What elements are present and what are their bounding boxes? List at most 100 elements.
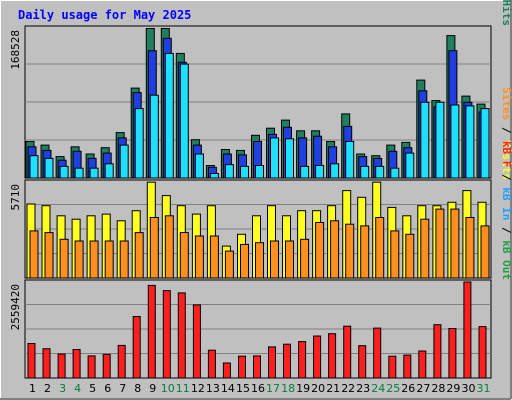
bar-sites-day-20 <box>315 222 325 279</box>
bar-kb-f-day-21 <box>328 333 337 379</box>
panel-legend: kB F / kB In / kB Out <box>500 141 512 280</box>
day-label-18: 18 <box>281 382 295 395</box>
bar-pages-day-2 <box>44 157 54 179</box>
bar-pages-day-31 <box>480 108 490 179</box>
bar-pages-day-12 <box>194 153 204 179</box>
panel-kbytes: 2559420 kB F / kB In / kB Out <box>9 141 512 379</box>
bar-sites-day-16 <box>255 242 264 279</box>
day-label-17: 17 <box>266 382 280 395</box>
day-label-3: 3 <box>59 382 66 395</box>
bar-kb-f-day-27 <box>418 350 427 379</box>
day-label-16: 16 <box>251 382 265 395</box>
day-label-5: 5 <box>89 382 96 395</box>
bar-kb-f-day-15 <box>238 355 246 379</box>
bar-pages-day-9 <box>149 94 159 179</box>
bar-pages-day-21 <box>330 163 340 179</box>
panel-legend: Sites / Visits <box>500 87 512 180</box>
bar-kb-f-day-1 <box>27 343 36 379</box>
bar-pages-day-3 <box>59 165 69 179</box>
bar-sites-day-14 <box>224 250 234 279</box>
y-max-label: 2559420 <box>9 284 22 330</box>
bar-sites-day-9 <box>149 217 159 279</box>
bar-pages-day-4 <box>74 167 84 179</box>
bar-kb-f-day-18 <box>283 343 291 379</box>
bar-sites-day-21 <box>330 220 340 279</box>
bar-kb-f-day-9 <box>147 284 156 379</box>
day-label-14: 14 <box>221 382 235 395</box>
day-label-24: 24 <box>371 382 385 395</box>
bar-pages-day-5 <box>89 167 99 179</box>
bar-sites-day-8 <box>134 232 144 279</box>
bar-sites-day-2 <box>44 232 54 279</box>
day-label-26: 26 <box>401 382 415 395</box>
legend-entry: Visits <box>500 140 512 180</box>
bar-pages-day-8 <box>134 108 144 179</box>
bar-sites-day-3 <box>59 238 69 279</box>
day-label-22: 22 <box>341 382 355 395</box>
chart-title: Daily usage for May 2025 <box>18 8 191 22</box>
legend-entry: / <box>500 120 512 140</box>
bar-kb-f-day-29 <box>448 328 457 379</box>
bar-pages-day-20 <box>315 165 325 179</box>
day-label-7: 7 <box>119 382 126 395</box>
bar-kb-f-day-10 <box>162 290 171 379</box>
bar-sites-day-22 <box>345 223 355 279</box>
day-label-6: 6 <box>104 382 111 395</box>
legend-entry: kB In <box>500 187 512 220</box>
day-label-25: 25 <box>386 382 400 395</box>
bar-sites-day-11 <box>179 232 189 279</box>
bar-sites-day-26 <box>405 233 415 279</box>
bar-kb-f-day-14 <box>222 362 231 379</box>
bar-kb-f-day-13 <box>207 349 216 379</box>
day-label-12: 12 <box>191 382 205 395</box>
bar-sites-day-4 <box>74 240 84 279</box>
y-max-label: 5710 <box>9 184 22 211</box>
panel-legend: Pages / Files / Hits <box>500 0 512 26</box>
bar-kb-f-day-12 <box>192 304 201 379</box>
day-label-1: 1 <box>29 382 36 395</box>
bar-kb-f-day-16 <box>253 355 261 379</box>
bar-pages-day-23 <box>360 165 370 179</box>
bar-sites-day-31 <box>480 225 490 279</box>
bar-kb-f-day-24 <box>373 327 382 379</box>
bar-pages-day-10 <box>164 52 174 179</box>
day-labels: 1 2 3 4 5 6 7 8 9 10 11 12 13 14 15 16 17 18 19 20 21 22 23 24 2… <box>29 382 491 395</box>
bar-pages-day-28 <box>435 101 445 179</box>
panel-hits-files-pages: 168528 Pages / Files / Hits <box>9 0 512 179</box>
legend-entry: Sites <box>500 87 512 120</box>
bar-pages-day-7 <box>119 144 129 179</box>
bar-kb-f-day-4 <box>72 349 81 379</box>
bar-kb-f-day-2 <box>42 348 51 379</box>
bar-sites-day-10 <box>164 215 174 279</box>
series-pages <box>29 52 490 179</box>
bar-kb-f-day-23 <box>358 345 367 379</box>
bar-kb-f-day-11 <box>177 292 186 379</box>
bar-sites-day-28 <box>435 208 445 279</box>
bar-kb-f-day-22 <box>343 325 352 379</box>
series-kb-f <box>27 281 487 379</box>
day-label-28: 28 <box>431 382 445 395</box>
bar-pages-day-1 <box>29 155 39 179</box>
bar-kb-f-day-8 <box>132 316 141 379</box>
bar-sites-day-1 <box>29 230 39 279</box>
bar-sites-day-30 <box>465 217 475 279</box>
bar-sites-day-17 <box>270 240 279 279</box>
day-label-27: 27 <box>416 382 430 395</box>
bar-kb-f-day-3 <box>57 353 66 379</box>
bar-kb-f-day-7 <box>117 344 126 379</box>
bar-pages-day-17 <box>270 137 279 179</box>
day-label-30: 30 <box>462 382 476 395</box>
bar-pages-day-14 <box>224 164 234 179</box>
bar-pages-day-26 <box>405 152 415 179</box>
panel-visits-sites: 5710 Sites / Visits <box>9 87 512 279</box>
day-label-31: 31 <box>477 382 491 395</box>
day-label-23: 23 <box>356 382 370 395</box>
bar-sites-day-18 <box>285 240 294 279</box>
bar-sites-day-25 <box>390 230 400 279</box>
bar-pages-day-16 <box>255 165 264 179</box>
day-label-10: 10 <box>161 382 175 395</box>
bar-pages-day-6 <box>104 163 114 179</box>
bar-sites-day-6 <box>104 240 114 279</box>
bar-kb-f-day-5 <box>87 355 96 379</box>
